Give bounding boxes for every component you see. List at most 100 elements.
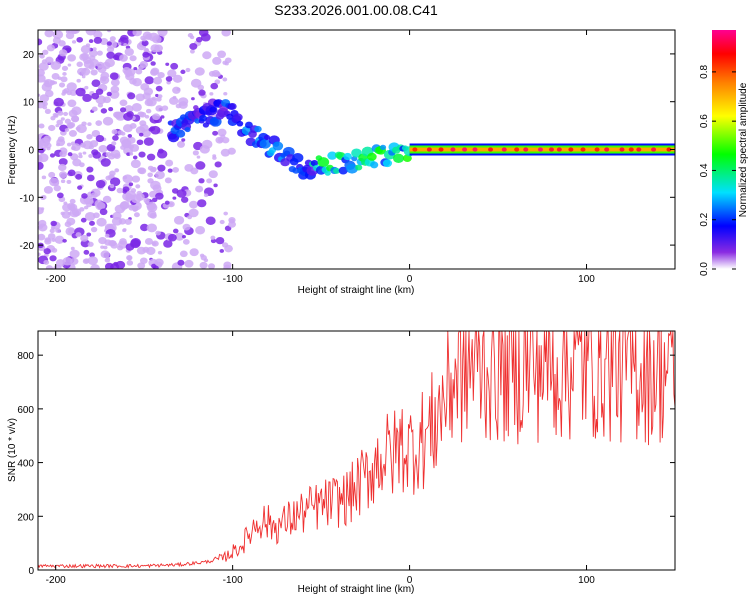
spectrogram-noise-cell [119, 54, 128, 62]
spectrogram-carrier-peak [594, 147, 600, 152]
spectrogram-noise-cell [128, 182, 134, 187]
spectrogram-noise-cell [155, 93, 159, 97]
spectrogram-noise-cell [58, 49, 68, 57]
spectrogram-marks [38, 30, 675, 269]
spectrogram-signal-cell [402, 154, 412, 162]
spectrogram-noise-cell [129, 122, 137, 129]
spectrogram-noise-cell [181, 234, 186, 239]
spectrogram-noise-cell [89, 220, 95, 226]
spectrogram-noise-cell [118, 218, 127, 225]
spectrogram-noise-cell [142, 51, 150, 58]
spectrogram-noise-cell [70, 153, 79, 161]
spectrogram-noise-cell [66, 142, 72, 147]
spectrogram-noise-cell [222, 77, 228, 82]
snr-y-tick-label: 400 [17, 459, 34, 470]
spectrogram-noise-cell [205, 216, 216, 225]
spectrogram-noise-cell [131, 103, 142, 112]
spectrogram-noise-cell [97, 103, 104, 108]
spectrogram-noise-cell [152, 265, 159, 269]
spectrogram-noise-cell [198, 178, 205, 184]
spectrogram-noise-cell [144, 33, 153, 40]
spectrogram-noise-cell [60, 211, 65, 216]
spectrogram-carrier-peak [580, 147, 586, 152]
spectrogram-signal-cell [379, 144, 387, 150]
spectrogram-noise-cell [86, 232, 92, 237]
spectrogram-noise-cell [210, 82, 219, 90]
spectrogram-noise-cell [217, 128, 227, 137]
spectrogram-noise-cell [57, 136, 65, 143]
spectrogram-noise-cell [109, 175, 114, 179]
spectrogram-noise-cell [80, 45, 91, 54]
spectrogram-noise-cell [138, 65, 144, 70]
spectrogram-noise-cell [43, 186, 53, 194]
spectrogram-signal-cell [382, 159, 393, 168]
spectrogram-noise-cell [176, 87, 181, 92]
spectrogram-noise-cell [80, 217, 87, 223]
spectrogram-signal-cell [184, 127, 191, 133]
spectrogram-noise-cell [223, 91, 228, 96]
spectrogram-noise-cell [90, 264, 100, 269]
spectrogram-noise-cell [95, 134, 105, 143]
spectrogram-noise-cell [220, 148, 231, 157]
spectrogram-noise-cell [207, 263, 216, 269]
snr-x-tick-label: 100 [578, 575, 595, 586]
spectrogram-noise-cell [201, 139, 213, 149]
spectrogram-noise-cell [49, 177, 60, 187]
spectrogram-noise-cell [195, 185, 204, 193]
spectrogram-signal-cell [194, 118, 201, 124]
spectrogram-noise-cell [78, 154, 83, 159]
spectrogram-noise-cell [100, 71, 110, 80]
spectrogram-signal-cell [175, 129, 186, 138]
spectrogram-noise-cell [123, 43, 128, 47]
spectrogram-noise-cell [38, 38, 43, 46]
spectrogram-noise-cell [62, 256, 73, 266]
spectrogram-noise-cell [107, 153, 116, 160]
spectrogram-noise-cell [106, 144, 116, 152]
spectrogram-noise-cell [212, 56, 222, 65]
spectrogram-noise-cell [135, 93, 145, 102]
spectrogram-noise-cell [145, 246, 156, 255]
spectrogram-noise-cell [215, 236, 225, 245]
spectrogram-noise-cell [62, 203, 72, 212]
spectrogram-noise-cell [139, 257, 148, 264]
spectrogram-noise-cell [167, 168, 173, 173]
spectrogram-noise-cell [219, 219, 225, 225]
spectrogram-noise-cell [154, 170, 165, 180]
spectrogram-noise-cell [110, 242, 118, 249]
spectrogram-noise-cell [67, 169, 76, 177]
spectrogram-noise-cell [66, 179, 72, 184]
spectrogram-noise-cell [109, 177, 121, 187]
spectrogram-noise-cell [67, 152, 73, 157]
spectrogram-noise-cell [69, 249, 80, 259]
spectrogram-noise-cell [43, 259, 50, 265]
spectrogram-signal-cell [338, 166, 348, 175]
spectrogram-noise-cell [68, 109, 78, 118]
spectrogram-carrier-peak [666, 147, 672, 152]
spectrogram-noise-cell [58, 158, 68, 166]
spectrogram-noise-cell [70, 146, 76, 151]
spectrogram-noise-cell [110, 85, 120, 94]
spectrogram-noise-cell [46, 44, 56, 52]
spectrogram-noise-cell [195, 161, 206, 170]
spectrogram-signal-cell [254, 125, 262, 133]
spectrogram-noise-cell [41, 175, 47, 180]
spectrogram-noise-cell [124, 218, 132, 225]
spectrogram-noise-cell [137, 262, 146, 269]
spectrogram-noise-cell [217, 50, 227, 59]
spectrogram-noise-cell [146, 153, 156, 161]
spectrogram-noise-cell [119, 99, 128, 107]
spectrogram-noise-cell [144, 114, 150, 119]
spectrogram-noise-cell [92, 151, 102, 159]
spectrogram-noise-cell [155, 85, 163, 92]
spectrogram-noise-cell [90, 192, 98, 199]
spectrogram-noise-cell [144, 238, 154, 245]
spectrogram-noise-cell [53, 97, 64, 107]
spectrogram-noise-cell [152, 241, 157, 246]
spectrogram-noise-cell [45, 56, 54, 64]
spectrogram-noise-cell [95, 88, 104, 95]
spectrogram-noise-cell [185, 67, 191, 73]
spectrogram-noise-cell [101, 61, 111, 70]
spectrogram-noise-cell [71, 40, 77, 44]
spectrogram-noise-cell [200, 254, 207, 261]
